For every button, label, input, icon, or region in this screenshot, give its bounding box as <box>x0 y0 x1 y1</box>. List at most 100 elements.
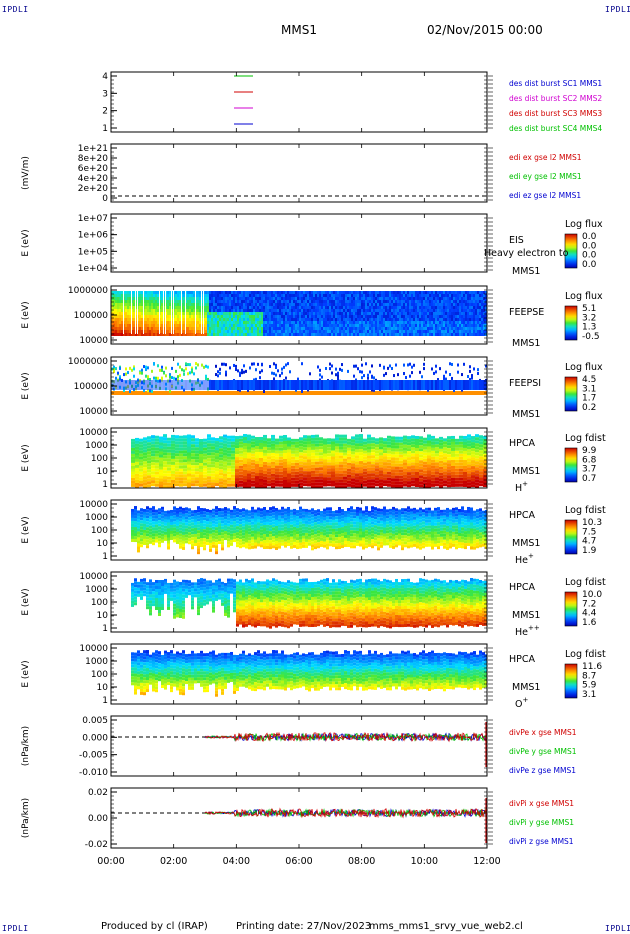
feepse-cell <box>301 324 303 327</box>
feepse-cell <box>139 321 141 324</box>
feepse-cell <box>469 327 471 330</box>
feepse-cell <box>463 324 465 327</box>
feepse-cell <box>295 327 297 330</box>
feepse-cell <box>139 324 141 327</box>
hpca-cell <box>323 459 327 463</box>
hpca-cell <box>379 455 383 459</box>
feepse-cell <box>175 315 177 318</box>
feepse-cell <box>407 315 409 318</box>
feepse-cell <box>133 318 135 321</box>
feepse-cell <box>359 333 361 336</box>
feepse-cell <box>481 294 483 297</box>
feepse-cell <box>117 321 119 324</box>
hpca-cell <box>183 477 187 481</box>
feepse-cell <box>315 303 317 306</box>
hpca-cell <box>163 485 167 488</box>
feepse-cell <box>139 327 141 330</box>
feepsi-cell <box>239 380 241 390</box>
feepse-cell <box>433 333 435 336</box>
colorbar-tick-label: 5.1 <box>582 304 596 314</box>
feepsi-cell <box>273 362 275 366</box>
feepsi-cell <box>351 380 353 390</box>
hpca-cell <box>347 483 351 487</box>
feepse-cell <box>279 303 281 306</box>
feepse-cell <box>125 327 127 330</box>
feepse-cell <box>277 309 279 312</box>
hpca-cell <box>267 465 271 469</box>
feepse-cell <box>399 312 401 315</box>
feepsi-band <box>401 391 403 395</box>
feepse-cell <box>151 315 153 318</box>
feepsi-cell <box>449 380 451 390</box>
hpca-cell <box>295 474 299 478</box>
hpca-cell <box>203 459 207 463</box>
feepse-cell <box>259 297 261 300</box>
hpca-cell <box>223 470 227 474</box>
feepse-cell <box>265 333 267 336</box>
hpca-cell <box>219 454 223 458</box>
hpca-cell <box>223 482 227 486</box>
feepsi-band <box>475 391 477 395</box>
feepse-cell <box>445 333 447 336</box>
feepse-cell <box>477 309 479 312</box>
hpca-cell <box>151 447 155 451</box>
feepse-cell <box>311 303 313 306</box>
feepse-cell <box>415 333 417 336</box>
hpca-cell <box>311 470 315 474</box>
feepse-cell <box>259 321 261 324</box>
feepsi-cell <box>161 376 163 380</box>
feepse-cell <box>449 294 451 297</box>
feepse-cell <box>317 321 319 324</box>
feepse-cell <box>483 324 485 327</box>
hpca-cell <box>283 479 287 483</box>
hpca-cell <box>163 464 167 468</box>
hpca-cell <box>371 464 375 468</box>
feepsi-cell <box>253 380 255 390</box>
hpca-cell <box>187 470 191 474</box>
feepse-cell <box>295 333 297 336</box>
feepse-cell <box>117 327 119 330</box>
feepse-cell <box>459 309 461 312</box>
hpca-cell <box>219 445 223 449</box>
feepse-cell <box>387 318 389 321</box>
feepsi-cell <box>133 365 135 369</box>
feepse-cell <box>415 294 417 297</box>
hpca-cell <box>247 455 251 459</box>
feepse-cell <box>475 324 477 327</box>
feepse-cell <box>157 297 159 300</box>
hpca-cell <box>351 451 355 455</box>
feepse-cell <box>481 303 483 306</box>
hpca-cell <box>239 444 243 448</box>
feepse-cell <box>303 306 305 309</box>
feepse-cell <box>151 333 153 336</box>
feepsi-cell <box>335 367 337 371</box>
feepse-cell <box>307 300 309 303</box>
feepse-cell <box>471 303 473 306</box>
hpca-cell <box>207 443 211 447</box>
hpca-cell <box>295 477 299 481</box>
feepsi-cell <box>357 380 359 390</box>
feepse-cell <box>273 324 275 327</box>
feepse-cell <box>139 291 141 294</box>
hpca-cell <box>359 434 363 438</box>
feepse-cell <box>125 309 127 312</box>
feepse-cell <box>397 309 399 312</box>
feepse-cell <box>291 315 293 318</box>
feepse-cell <box>133 333 135 336</box>
feepsi-band <box>277 391 279 395</box>
hpca-cell <box>135 473 139 477</box>
hpca-cell <box>179 474 183 478</box>
feepse-cell <box>297 321 299 324</box>
feepsi-band <box>399 391 401 395</box>
feepse-cell <box>231 300 233 303</box>
hpca-cell <box>235 478 239 482</box>
feepse-cell <box>305 312 307 315</box>
hpca-cell <box>359 443 363 447</box>
feepse-cell <box>449 324 451 327</box>
feepse-cell <box>269 297 271 300</box>
feepse-cell <box>373 306 375 309</box>
hpca-cell <box>351 484 355 488</box>
feepse-cell <box>217 312 219 315</box>
feepse-cell <box>405 309 407 312</box>
feepsi-band <box>255 391 257 395</box>
